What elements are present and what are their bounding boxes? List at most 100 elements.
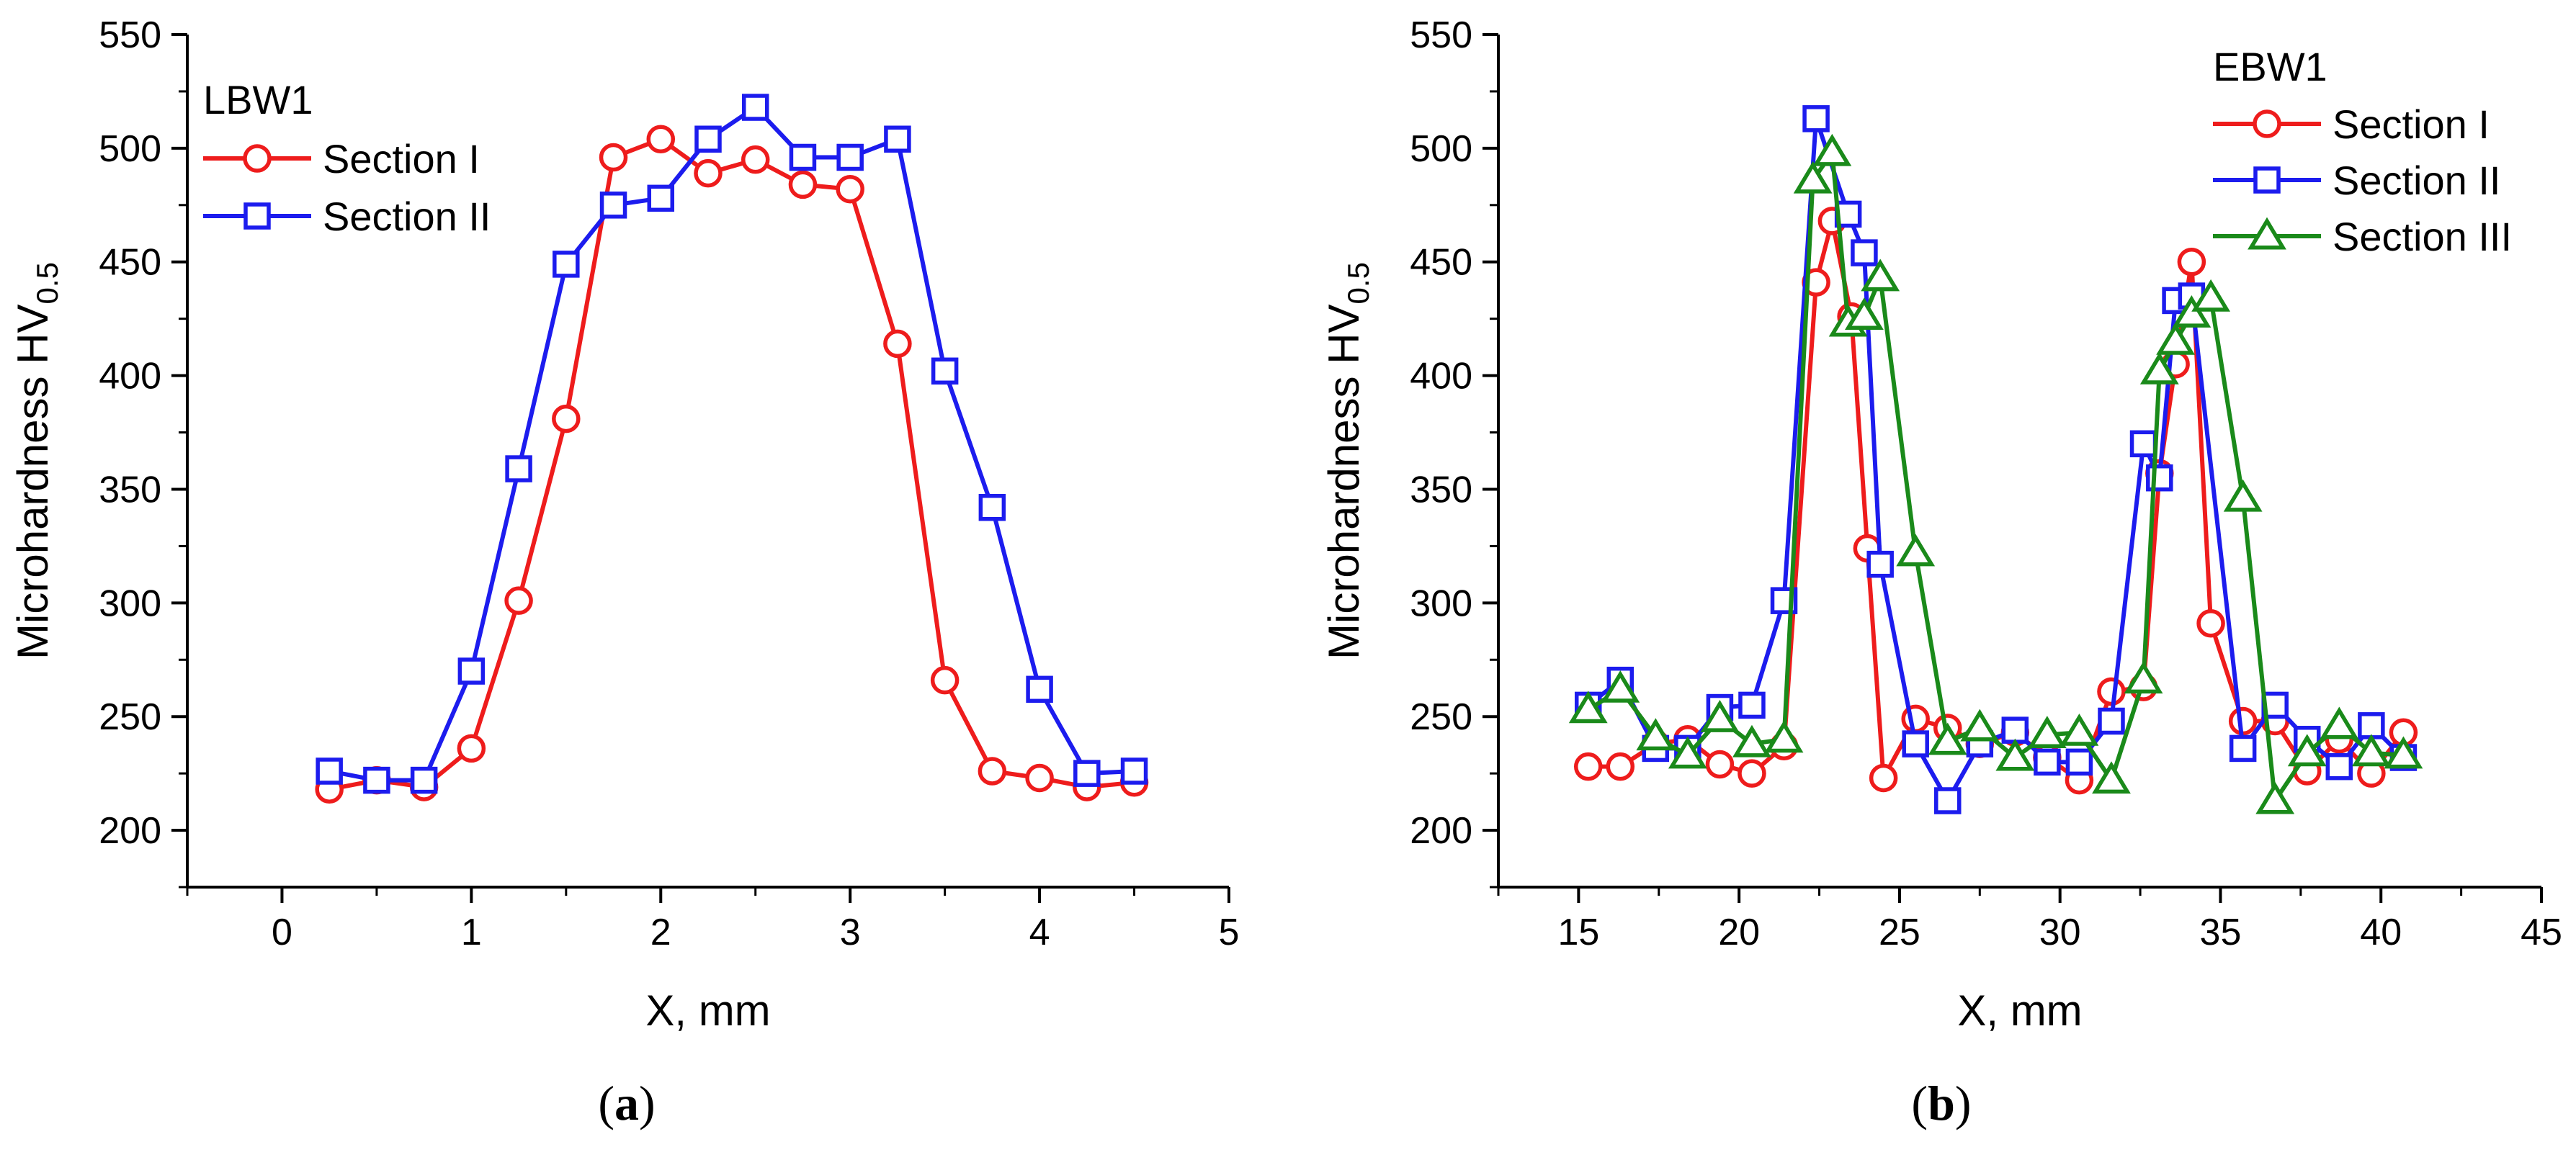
x-tick-label-b: 45 [2521,912,2562,953]
data-point-b-3 [1636,718,1676,751]
data-point-a-1 [457,734,486,763]
x-tick-label-b: 25 [1879,912,1920,953]
data-point-b-3 [1568,691,1608,724]
x-tick-label-b: 20 [1718,912,1760,953]
data-point-b-2 [1738,691,1766,719]
data-point-a-2 [316,757,343,785]
y-tick-label-b: 300 [1410,583,1472,624]
data-point-b-1 [1869,763,1898,793]
data-point-b-3 [1845,297,1884,331]
data-point-a-2 [694,125,722,153]
x-tick-label-a: 0 [272,912,292,953]
data-point-a-1 [930,665,960,695]
data-point-b-3 [1861,258,1900,292]
axes-b: 200 250 300 350 400 450 500 550 15 20 25 30 35 40 45 [1410,14,2562,953]
data-point-b-2 [2129,430,2157,458]
x-tick-label-b: 40 [2360,912,2402,953]
data-point-b-3 [2384,736,2423,769]
legend-a: Section I Section II [203,136,491,239]
data-point-b-3 [1668,736,1707,769]
y-tick-label-b: 350 [1410,469,1472,511]
data-point-b-3 [2027,716,2067,748]
x-axis-title-b: X, mm [1957,986,2082,1035]
legend-item-b-1: Section I [2213,102,2490,147]
data-point-b-2 [1802,105,1830,132]
x-tick-label-a: 1 [461,912,482,953]
y-tick-label-b: 500 [1410,128,1472,170]
data-point-a-1 [883,329,912,359]
y-tick-label-a: 250 [99,696,161,738]
y-tick-label-b: 450 [1410,242,1472,284]
panel-caption-a: (a) [598,1076,655,1130]
legend-label-b-2: Section II [2333,158,2500,203]
data-point-b-1 [1705,750,1735,779]
data-point-b-1 [1738,759,1766,788]
y-tick-label-a: 200 [99,810,161,852]
data-point-a-2 [410,766,438,794]
data-point-a-1 [694,158,723,188]
x-tick-label-b: 30 [2039,912,2081,953]
legend-item-a-2: Section II [203,194,491,239]
data-point-b-3 [2287,734,2327,767]
data-point-a-2 [647,184,675,212]
data-point-b-3 [1601,670,1640,703]
data-point-b-2 [2358,712,2385,739]
data-point-a-2 [1026,675,1053,703]
data-point-b-3 [2223,479,2263,512]
data-point-b-3 [1960,709,2000,742]
legend-title-a: LBW1 [203,77,313,122]
data-point-b-2 [1851,239,1878,266]
data-point-a-2 [505,455,532,482]
data-point-b-1 [1606,752,1635,781]
data-point-b-3 [1793,161,1833,194]
legend-marker-b-3 [2248,217,2286,250]
data-point-b-3 [2320,706,2359,739]
data-point-b-3 [2139,351,2179,385]
data-point-b-2 [1902,730,1929,757]
axes-a: 200 250 300 350 400 450 500 550 0 1 2 3 4 5 [99,14,1239,953]
data-point-a-1 [552,404,581,433]
y-tick-label-a: 350 [99,469,161,511]
data-point-b-2 [2325,752,2353,781]
data-point-b-2 [2034,748,2061,776]
data-point-b-3 [1896,534,1936,567]
data-point-a-2 [789,143,817,171]
legend-title-b: EBW1 [2213,44,2327,89]
data-point-b-3 [2092,761,2131,794]
legend-item-b-2: Section II [2213,158,2500,203]
data-point-a-2 [363,766,390,794]
x-tick-label-a: 3 [840,912,861,953]
data-point-b-1 [2097,677,2126,706]
data-point-b-3 [1812,133,1852,166]
data-point-b-3 [2060,713,2099,746]
legend-marker-a-1 [243,144,272,173]
y-tick-label-a: 450 [99,242,161,284]
series-a-2 [316,94,1148,794]
legend-marker-a-2 [243,202,271,230]
data-point-b-2 [2065,748,2093,776]
y-tick-label-b: 200 [1410,810,1472,852]
data-point-a-2 [599,192,627,219]
x-tick-label-a: 2 [650,912,671,953]
x-tick-label-b: 15 [1557,912,1599,953]
y-axis-title-a: Microhardness HV0.5 [9,262,64,660]
panel-caption-b: (b) [1911,1076,1971,1130]
legend-marker-b-1 [2253,109,2281,138]
data-point-b-3 [2156,322,2195,355]
series-line-b-2 [1586,116,2405,804]
series-line-a-2 [328,105,1135,783]
legend-item-b-3: Section III [2213,214,2512,259]
series-b-1 [1574,207,2418,795]
y-tick-label-a: 300 [99,583,161,624]
data-point-b-2 [1934,787,1962,814]
series-b-3 [1568,133,2423,814]
data-point-b-3 [1732,724,1771,757]
y-tick-label-b: 550 [1410,14,1472,56]
legend-label-b-1: Section I [2333,102,2490,147]
data-point-b-3 [1928,722,1967,755]
data-point-b-3 [2351,734,2391,767]
y-tick-label-b: 250 [1410,696,1472,738]
data-point-b-3 [2124,661,2163,694]
data-point-a-1 [646,125,676,153]
